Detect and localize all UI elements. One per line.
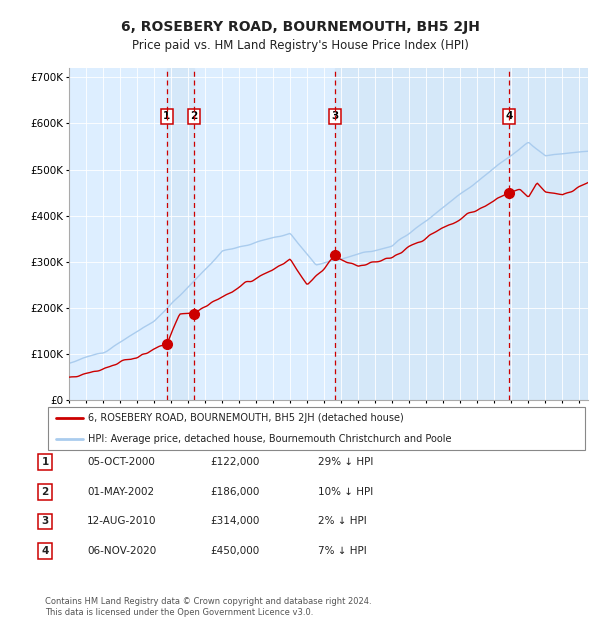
Text: 1: 1	[163, 112, 170, 122]
Text: Contains HM Land Registry data © Crown copyright and database right 2024.
This d: Contains HM Land Registry data © Crown c…	[45, 598, 371, 617]
Text: £450,000: £450,000	[210, 546, 259, 556]
Text: 7% ↓ HPI: 7% ↓ HPI	[318, 546, 367, 556]
Text: £122,000: £122,000	[210, 457, 259, 467]
Text: HPI: Average price, detached house, Bournemouth Christchurch and Poole: HPI: Average price, detached house, Bour…	[88, 434, 452, 444]
Text: 3: 3	[331, 112, 338, 122]
Text: 2% ↓ HPI: 2% ↓ HPI	[318, 516, 367, 526]
Text: £314,000: £314,000	[210, 516, 259, 526]
Text: 01-MAY-2002: 01-MAY-2002	[87, 487, 154, 497]
Bar	[167, 68, 194, 400]
Text: 6, ROSEBERY ROAD, BOURNEMOUTH, BH5 2JH: 6, ROSEBERY ROAD, BOURNEMOUTH, BH5 2JH	[121, 20, 479, 33]
Text: £186,000: £186,000	[210, 487, 259, 497]
Text: 4: 4	[505, 112, 512, 122]
Text: 10% ↓ HPI: 10% ↓ HPI	[318, 487, 373, 497]
Text: 1: 1	[41, 457, 49, 467]
Text: 3: 3	[41, 516, 49, 526]
Text: 2: 2	[190, 112, 197, 122]
Text: 05-OCT-2000: 05-OCT-2000	[87, 457, 155, 467]
Text: 12-AUG-2010: 12-AUG-2010	[87, 516, 157, 526]
Text: Price paid vs. HM Land Registry's House Price Index (HPI): Price paid vs. HM Land Registry's House …	[131, 39, 469, 51]
Text: 06-NOV-2020: 06-NOV-2020	[87, 546, 156, 556]
Text: 4: 4	[41, 546, 49, 556]
Bar	[335, 68, 588, 400]
Text: 29% ↓ HPI: 29% ↓ HPI	[318, 457, 373, 467]
FancyBboxPatch shape	[48, 407, 585, 450]
Text: 6, ROSEBERY ROAD, BOURNEMOUTH, BH5 2JH (detached house): 6, ROSEBERY ROAD, BOURNEMOUTH, BH5 2JH (…	[88, 413, 404, 423]
Text: 2: 2	[41, 487, 49, 497]
